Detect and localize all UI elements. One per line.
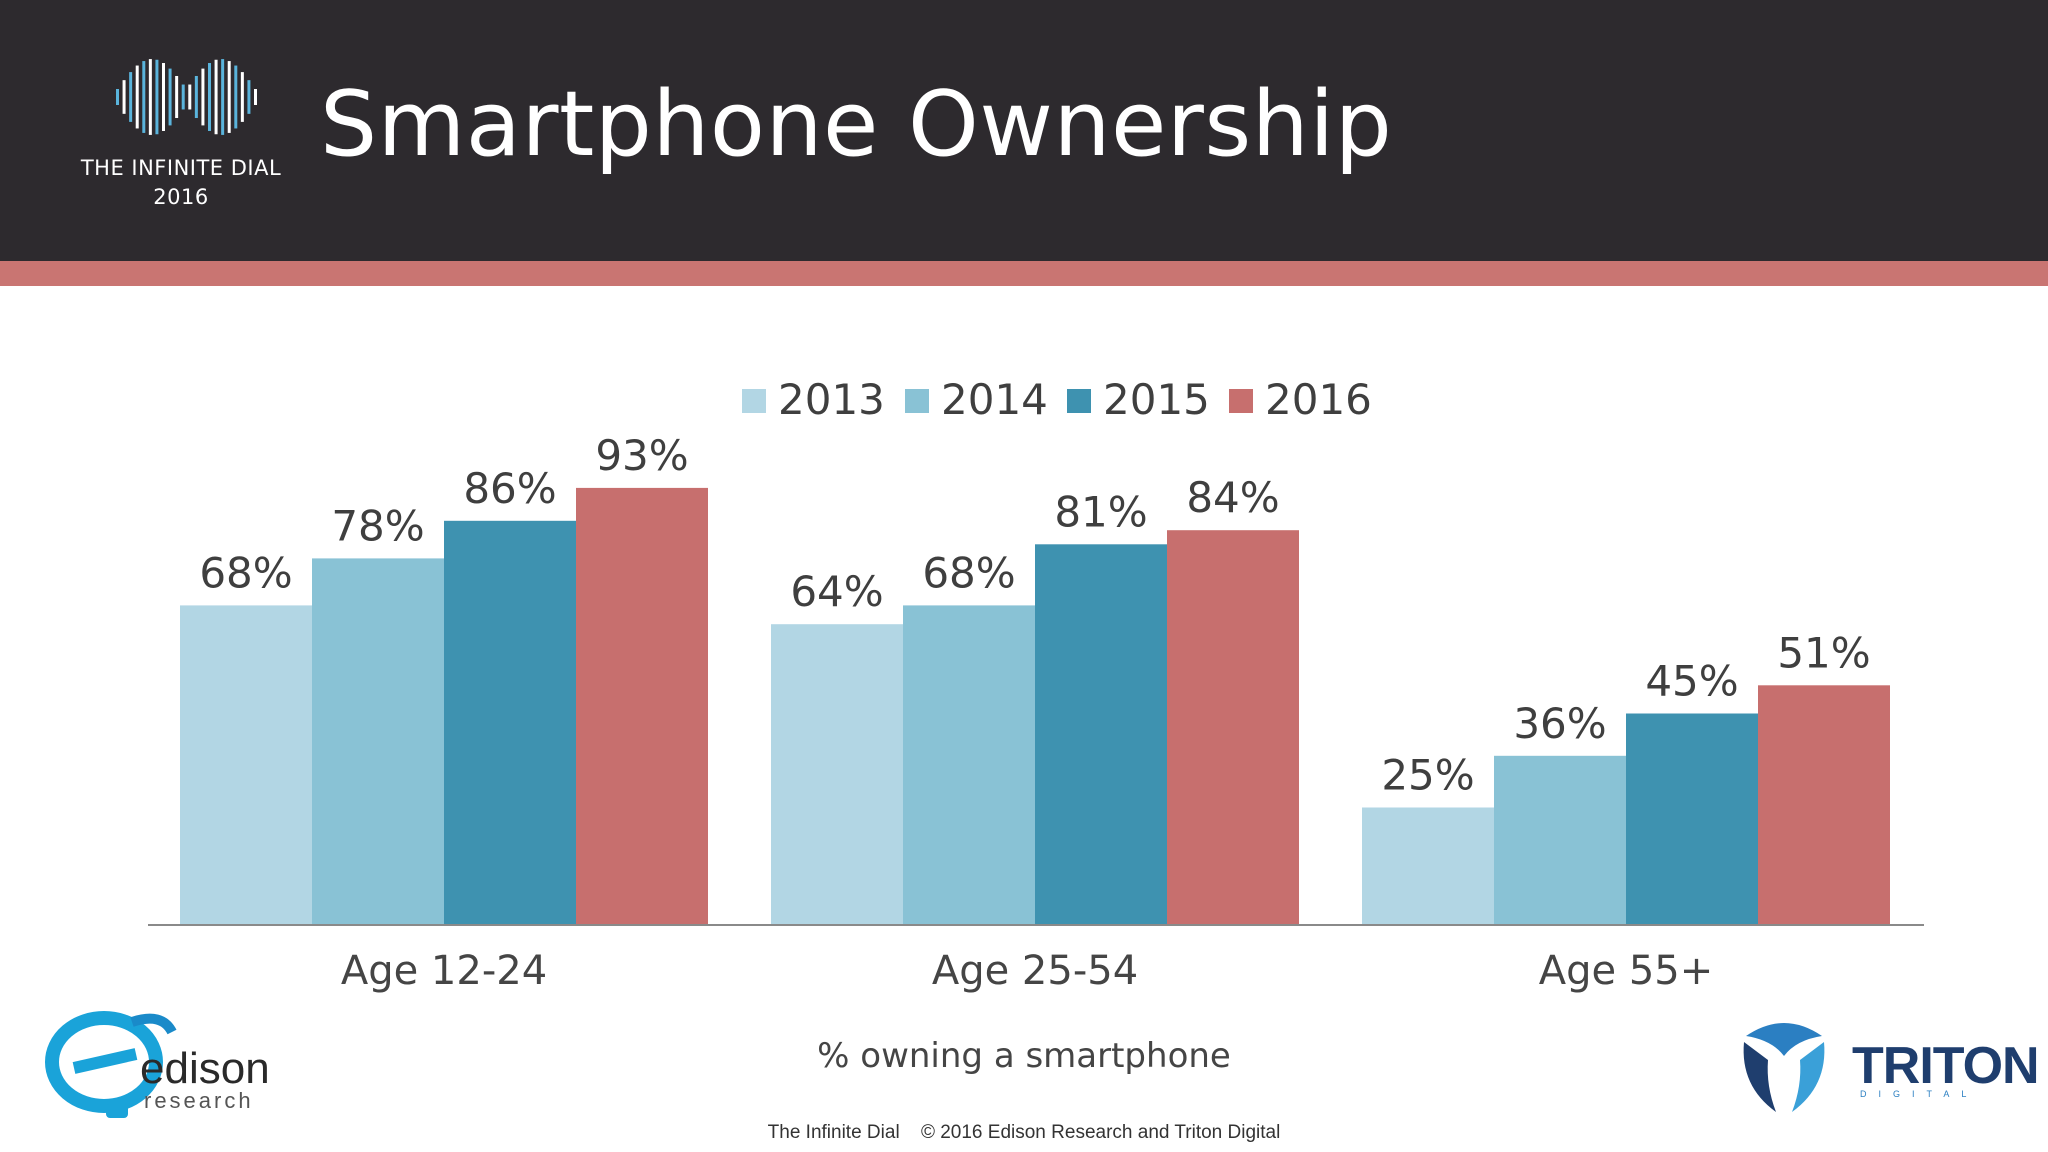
bar-2014-2 [903,605,1035,925]
category-label-1: Age 12-24 [341,948,547,994]
value-label-2013-1: 68% [199,548,292,597]
logo-bar [122,80,126,114]
logo-bar [221,59,225,135]
legend-label-2014: 2014 [941,375,1048,424]
value-label-2014-1: 78% [331,501,424,550]
logo-bar [214,59,218,135]
logo-bar [168,68,172,126]
triton-logo-icon [1743,1023,1825,1112]
bar-2014-1 [312,558,444,925]
logo-bar [116,89,119,105]
chart-bars [180,487,1890,925]
logo-bar [135,65,139,129]
triton-logo-sub: DIGITAL [1860,1089,1979,1099]
header-bar [0,0,2048,261]
chart-value-labels: 68% 78% 86% 93% 64% 68% 81% 84% 25% 36% 45% 51% [199,431,1870,800]
page-title: Smartphone Ownership [320,72,1393,177]
edison-logo-name: edison [140,1044,270,1093]
edison-logo-icon [45,1011,177,1118]
logo-bar [254,89,257,105]
value-label-2015-1: 86% [463,464,556,513]
chart-category-labels: Age 12-24 Age 25-54 Age 55+ [341,948,1713,994]
logo-bar [175,75,179,119]
bar-2016-1 [576,487,708,925]
bar-2013-2 [771,624,903,925]
logo-bar [194,75,198,119]
accent-stripe [0,261,2048,286]
value-label-2014-2: 68% [922,548,1015,597]
footer: The Infinite Dial © 2016 Edison Research… [0,1122,2048,1144]
legend-label-2013: 2013 [778,375,885,424]
logo-bar [201,68,205,126]
bar-2016-3 [1758,685,1890,925]
legend-label-2015: 2015 [1103,375,1210,424]
logo-bar [142,61,146,133]
logo-line-1: THE INFINITE DIAL [80,156,282,180]
value-label-2013-2: 64% [790,567,883,616]
legend-swatch-2015 [1067,389,1091,413]
value-label-2015-3: 45% [1645,657,1738,706]
triton-logo-name: TRITON [1852,1037,2040,1095]
logo-bar [148,59,152,135]
infinite-dial-logo-icon [116,59,257,135]
logo-bar [155,59,159,135]
legend-swatch-2013 [742,389,766,413]
bar-2015-3 [1626,713,1758,925]
value-label-2014-3: 36% [1513,699,1606,748]
logo-bar [234,65,238,129]
edison-logo-sub: research [144,1088,254,1113]
logo-bar [247,80,251,114]
infinite-dial-logo-text: THE INFINITE DIAL 2016 [60,154,302,212]
bar-2015-2 [1035,544,1167,925]
logo-line-2: 2016 [153,185,209,209]
value-label-2016-1: 93% [595,431,688,480]
value-label-2015-2: 81% [1054,487,1147,536]
value-label-2016-2: 84% [1186,473,1279,522]
chart-legend: 2013 2014 2015 2016 [742,375,1372,424]
legend-swatch-2016 [1229,389,1253,413]
x-axis-title: % owning a smartphone [817,1036,1231,1076]
value-label-2016-3: 51% [1777,628,1870,677]
category-label-3: Age 55+ [1539,948,1714,994]
logo-bar [227,61,231,133]
legend-label-2016: 2016 [1265,375,1372,424]
value-label-2013-3: 25% [1381,751,1474,800]
bar-2015-1 [444,520,576,925]
logo-bar [162,63,165,131]
category-label-2: Age 25-54 [932,948,1138,994]
footer-right: © 2016 Edison Research and Triton Digita… [920,1122,1281,1143]
logo-bar [129,72,133,122]
logo-bar [188,84,192,110]
footer-left: The Infinite Dial [767,1122,900,1143]
logo-bar [181,84,185,110]
bar-2013-3 [1362,807,1494,925]
bar-2013-1 [180,605,312,925]
logo-bar [240,72,244,122]
legend-swatch-2014 [905,389,929,413]
bar-2016-2 [1167,530,1299,925]
bar-2014-3 [1494,755,1626,925]
logo-bar [208,63,211,131]
